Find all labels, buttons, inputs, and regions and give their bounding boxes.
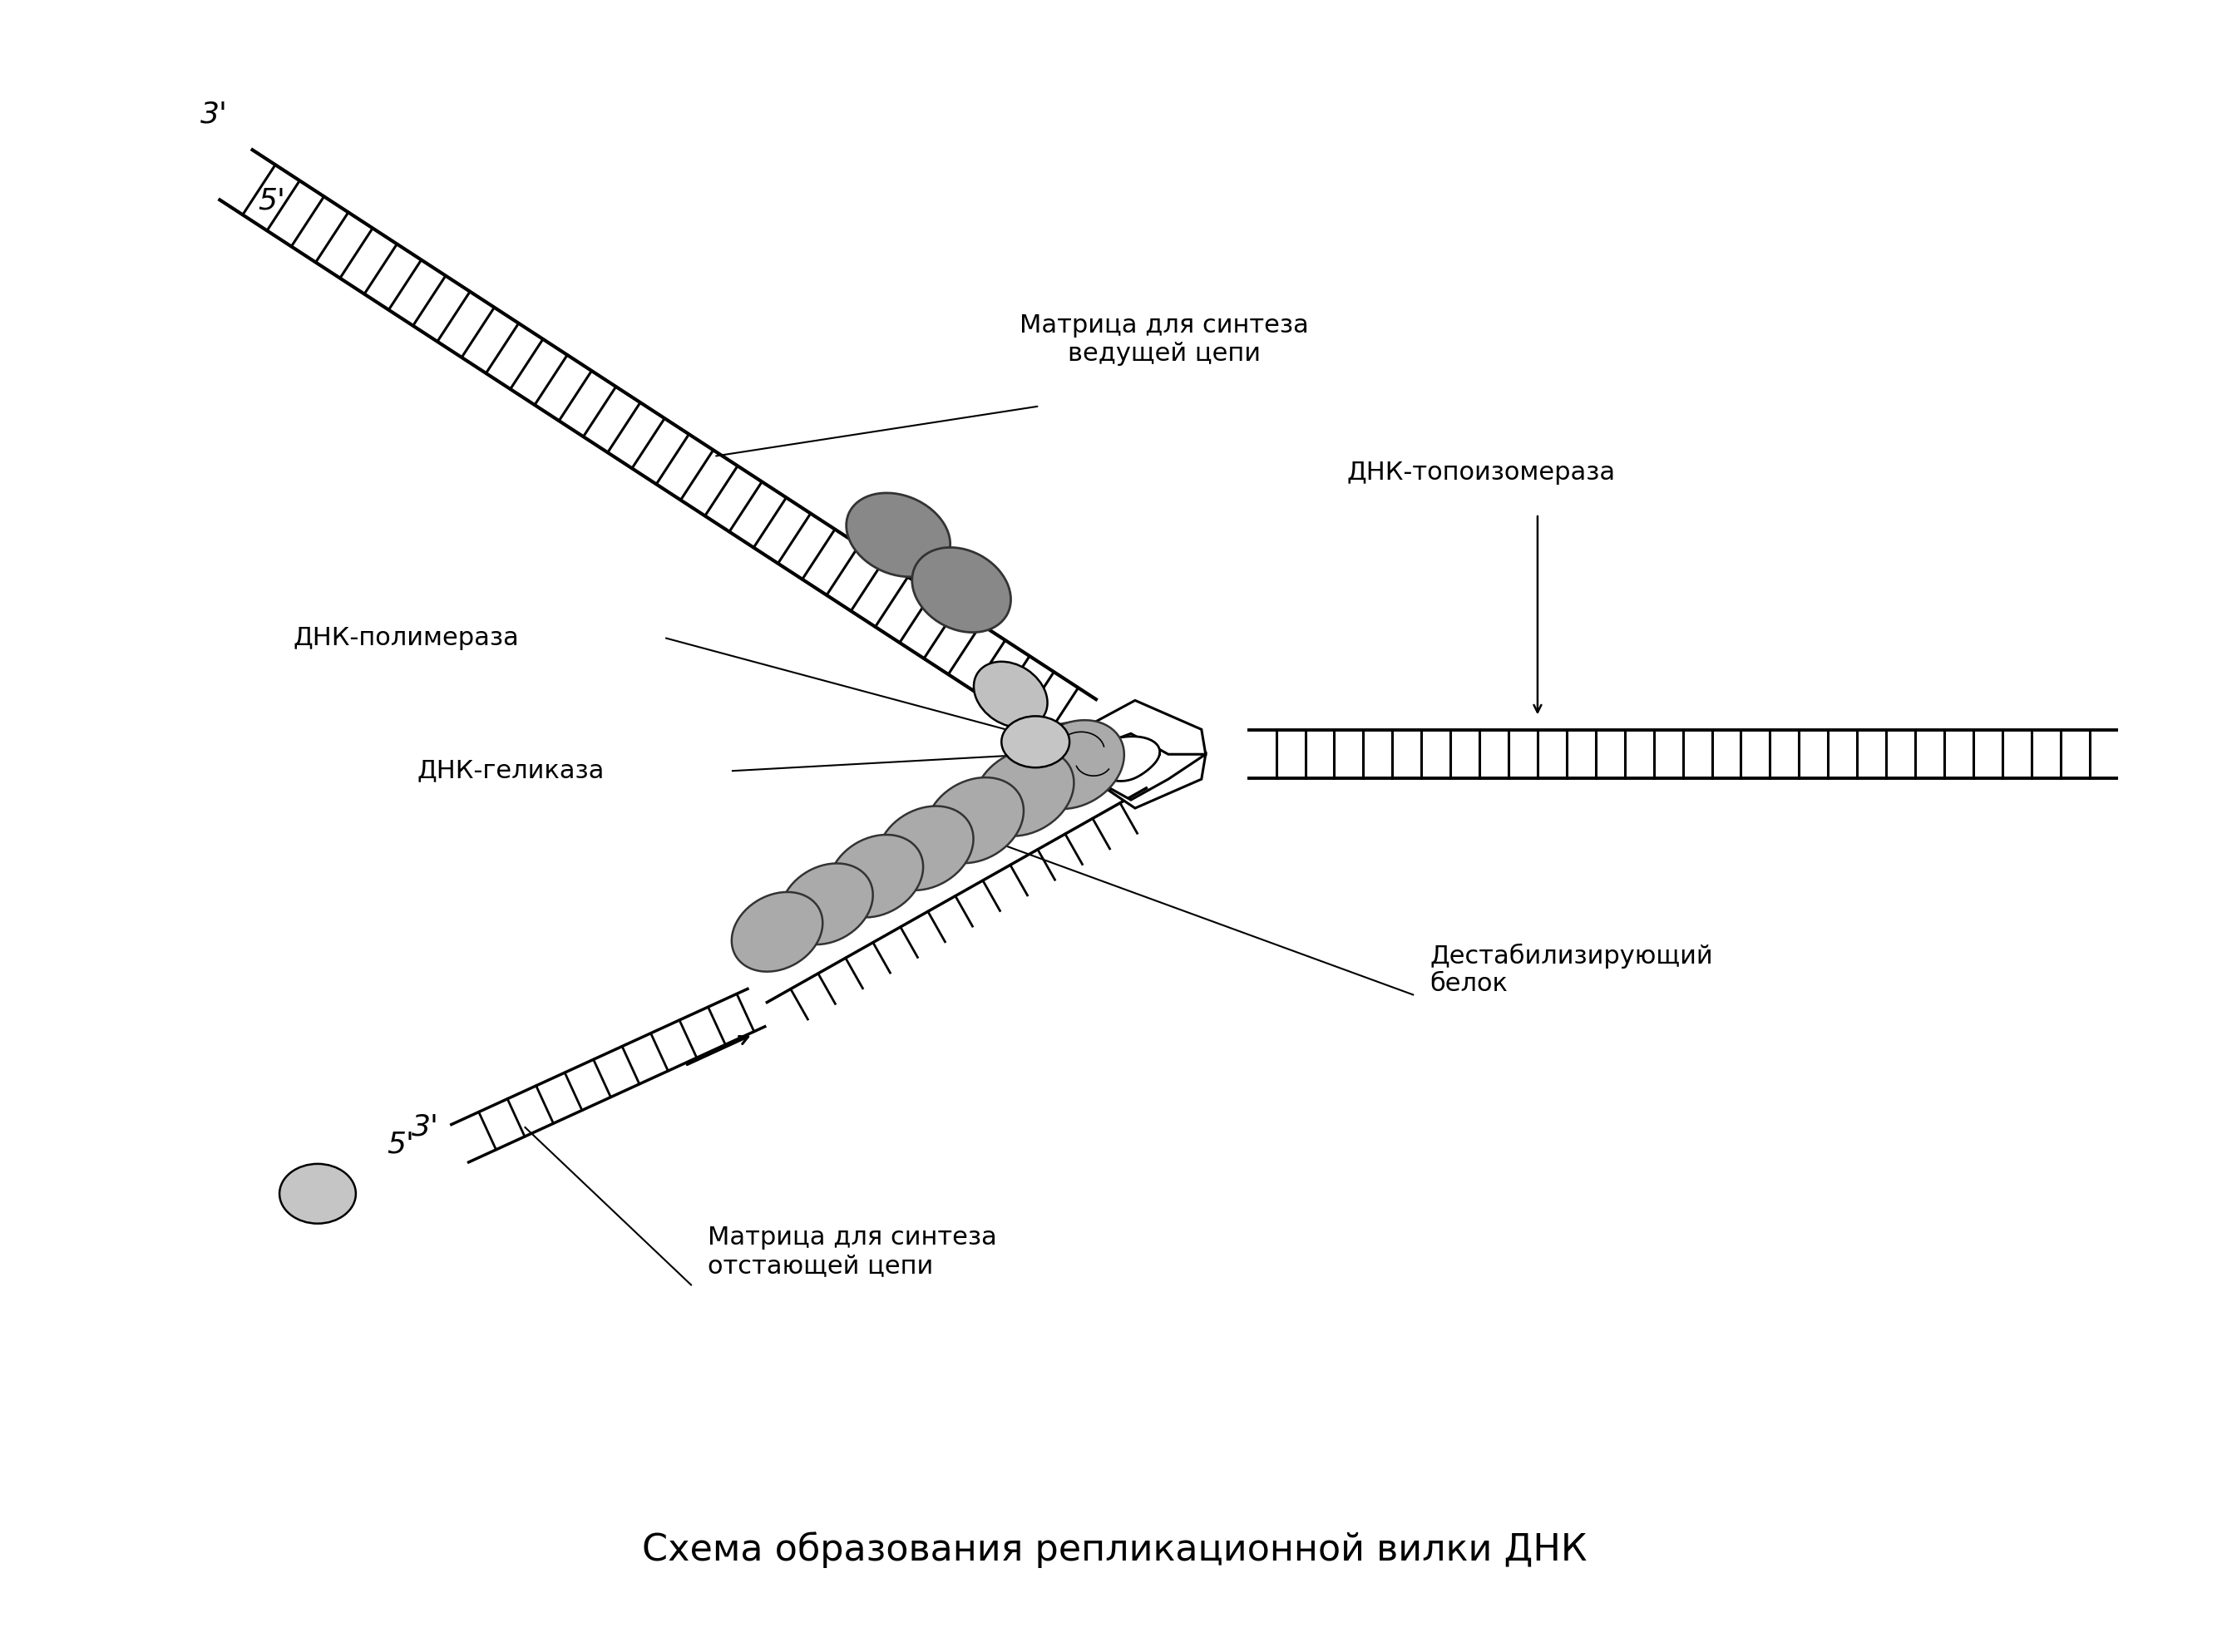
Text: Дестабилизирующий
белок: Дестабилизирующий белок xyxy=(1430,943,1713,996)
Ellipse shape xyxy=(846,492,951,577)
Polygon shape xyxy=(1038,722,1160,783)
Text: 5': 5' xyxy=(387,1130,414,1158)
Ellipse shape xyxy=(278,1165,356,1224)
Text: 3': 3' xyxy=(412,1113,439,1142)
Text: Схема образования репликационной вилки ДНК: Схема образования репликационной вилки Д… xyxy=(641,1531,1588,1568)
Text: ДНК-геликаза: ДНК-геликаза xyxy=(416,758,606,783)
Text: 3': 3' xyxy=(200,101,227,129)
Text: Матрица для синтеза
отстающей цепи: Матрица для синтеза отстающей цепи xyxy=(708,1226,998,1277)
Ellipse shape xyxy=(913,547,1011,633)
Ellipse shape xyxy=(828,834,924,917)
Polygon shape xyxy=(450,988,766,1163)
Ellipse shape xyxy=(973,748,1073,836)
Ellipse shape xyxy=(733,892,822,971)
Polygon shape xyxy=(1247,730,2118,778)
Ellipse shape xyxy=(1002,717,1069,768)
Text: ДНК-топоизомераза: ДНК-топоизомераза xyxy=(1347,461,1615,484)
Text: Матрица для синтеза
ведущей цепи: Матрица для синтеза ведущей цепи xyxy=(1020,314,1309,365)
Ellipse shape xyxy=(779,864,873,945)
Ellipse shape xyxy=(973,661,1047,727)
Polygon shape xyxy=(1093,700,1205,808)
Text: ДНК-полимераза: ДНК-полимераза xyxy=(292,626,519,651)
Ellipse shape xyxy=(877,806,973,890)
Polygon shape xyxy=(218,149,1098,750)
Ellipse shape xyxy=(926,778,1024,864)
Text: 5': 5' xyxy=(258,187,285,215)
Ellipse shape xyxy=(1022,720,1125,809)
